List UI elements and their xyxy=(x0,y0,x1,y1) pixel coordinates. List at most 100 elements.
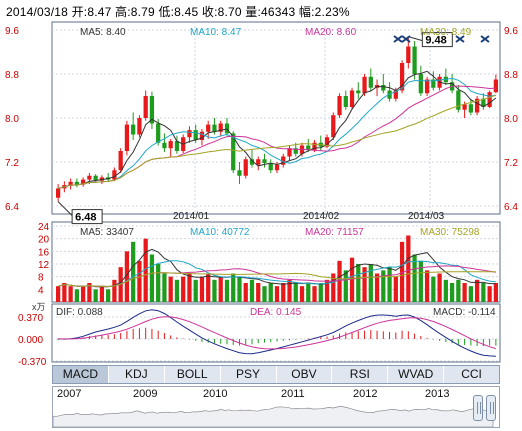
price-y-tick-right: 8.8 xyxy=(504,70,518,81)
volume-bar xyxy=(62,283,67,302)
tab-macd[interactable]: MACD xyxy=(53,366,109,383)
volume-ma-legend: MA20: 71157 xyxy=(305,227,364,238)
quote-header: 2014/03/18 开:8.47 高:8.79 低:8.45 收:8.70 量… xyxy=(6,5,350,19)
volume-bar xyxy=(112,279,117,302)
volume-bar xyxy=(287,279,292,302)
timeline-year-label: 2007 xyxy=(57,388,82,400)
tab-obv[interactable]: OBV xyxy=(277,366,333,383)
volume-bar xyxy=(418,260,423,302)
low-callout-box xyxy=(71,209,103,225)
volume-y-tick: 16 xyxy=(38,247,50,258)
candle-body xyxy=(68,181,73,186)
candle-body xyxy=(274,164,280,171)
volume-bar xyxy=(374,273,380,302)
candle-body xyxy=(487,92,492,107)
candle-body xyxy=(87,175,92,180)
price-ma-legend: MA5: 8.40 xyxy=(80,27,126,38)
candle-body xyxy=(462,104,467,110)
timeline-left-handle[interactable] xyxy=(473,395,483,421)
volume-bar xyxy=(193,279,198,302)
volume-bar xyxy=(481,283,486,302)
volume-bar xyxy=(268,283,273,302)
macd-legend: DIF: 0.088 xyxy=(56,307,103,318)
volume-bar xyxy=(356,264,361,302)
candle-body xyxy=(56,188,61,198)
price-ma-legend: MA20: 8.60 xyxy=(305,27,357,38)
candle-body xyxy=(343,96,348,107)
event-marker-icon xyxy=(393,35,403,43)
volume-bar xyxy=(124,251,130,302)
high-callout-box xyxy=(421,32,453,48)
timeline-year-label: 2012 xyxy=(353,388,378,400)
volume-bar xyxy=(199,276,205,302)
price-y-tick-left: 7.2 xyxy=(5,158,19,169)
price-y-tick-right: 8.0 xyxy=(504,114,518,125)
volume-bar xyxy=(306,283,311,302)
price-y-tick-right: 9.6 xyxy=(504,26,518,37)
timeline-navigator[interactable]: 2007 2009 2010 2011 2012 2013 xyxy=(52,386,500,428)
candle-body xyxy=(206,124,211,132)
volume-bar xyxy=(424,270,430,302)
tab-rsi[interactable]: RSI xyxy=(332,366,389,383)
volume-bar xyxy=(493,283,498,302)
volume-bar xyxy=(218,276,223,302)
volume-bar xyxy=(381,270,386,302)
volume-bar xyxy=(224,279,230,302)
candle-body xyxy=(493,79,498,93)
candle-body xyxy=(331,115,336,138)
candle-body xyxy=(149,96,155,124)
price-x-tick: 2014/02 xyxy=(303,211,340,222)
volume-bar xyxy=(181,276,186,302)
tab-boll[interactable]: BOLL xyxy=(165,366,221,383)
volume-bar xyxy=(368,264,373,302)
volume-y-tick: 8 xyxy=(38,273,44,284)
candle-body xyxy=(156,123,161,143)
candle-body xyxy=(337,96,342,116)
volume-bar xyxy=(274,286,280,302)
tab-kdj[interactable]: KDJ xyxy=(109,366,165,383)
candle-body xyxy=(93,175,98,181)
volume-bar xyxy=(462,283,467,302)
tab-cci[interactable]: CCI xyxy=(461,367,482,381)
volume-bar xyxy=(449,283,455,302)
event-marker-icon xyxy=(401,35,411,43)
volume-bar xyxy=(331,273,336,302)
timeline-year-label: 2011 xyxy=(281,388,305,400)
tab-wvad[interactable]: WVAD xyxy=(388,366,445,383)
tab-psy[interactable]: PSY xyxy=(221,366,277,383)
volume-bar xyxy=(99,286,105,302)
volume-bar xyxy=(206,273,211,302)
volume-bar xyxy=(362,267,367,302)
candle-body xyxy=(218,123,223,132)
volume-bar xyxy=(149,254,155,302)
candle-body xyxy=(131,124,136,135)
timeline-right-handle[interactable] xyxy=(486,395,496,421)
candle-body xyxy=(112,170,117,180)
candle-body xyxy=(362,76,367,94)
candle-body xyxy=(124,124,130,151)
volume-bar xyxy=(431,276,436,302)
candle-body xyxy=(418,74,423,94)
volume-bar xyxy=(318,283,323,302)
candle-body xyxy=(393,90,398,99)
macd-y-tick: 0.000 xyxy=(18,335,43,346)
volume-bar xyxy=(81,286,86,302)
candle-body xyxy=(137,118,142,135)
candle-body xyxy=(412,46,417,74)
volume-bar xyxy=(393,276,398,302)
volume-bar xyxy=(231,273,236,302)
volume-bar xyxy=(324,279,330,302)
volume-y-tick: 20 xyxy=(38,235,50,246)
macd-y-tick: -0.370 xyxy=(18,357,47,368)
volume-bar xyxy=(162,273,167,302)
volume-bar xyxy=(468,286,473,302)
candle-body xyxy=(256,159,261,165)
macd-y-tick: 0.370 xyxy=(18,313,43,324)
price-y-tick-right: 7.2 xyxy=(504,158,518,169)
macd-legend: DEA: 0.145 xyxy=(250,307,302,318)
candle-body xyxy=(368,76,373,88)
volume-ma30-line xyxy=(57,271,496,288)
volume-bar xyxy=(406,235,411,302)
volume-bar xyxy=(212,279,217,302)
